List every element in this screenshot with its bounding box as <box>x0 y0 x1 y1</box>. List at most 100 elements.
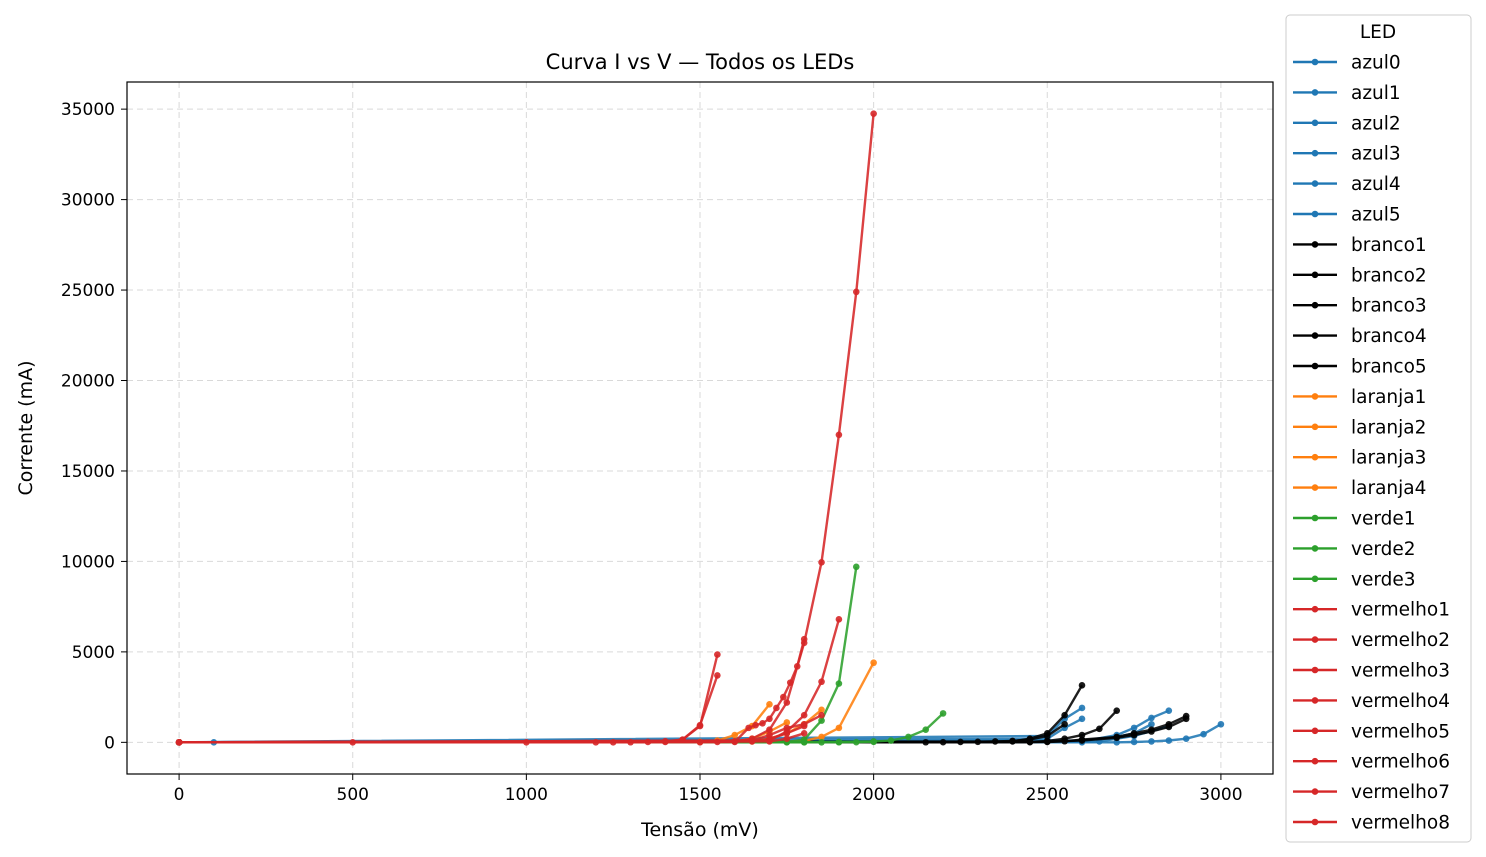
legend-label: azul5 <box>1351 205 1401 226</box>
data-point <box>1113 739 1121 746</box>
legend-label: branco4 <box>1351 326 1427 347</box>
data-point <box>800 722 808 730</box>
data-point <box>835 724 843 732</box>
data-point <box>905 733 912 741</box>
data-point <box>835 680 843 687</box>
data-point <box>783 735 791 743</box>
data-point <box>1182 735 1190 743</box>
legend-swatch-marker <box>1311 697 1319 704</box>
legend-label: laranja4 <box>1351 478 1426 499</box>
legend-item-azul5: azul5 <box>1293 205 1401 226</box>
data-point <box>766 738 773 745</box>
legend-swatch-marker <box>1311 301 1319 309</box>
data-point <box>1148 728 1155 735</box>
legend-label: laranja3 <box>1351 448 1426 469</box>
data-point <box>752 721 759 729</box>
legend-swatch-marker <box>1311 210 1319 218</box>
data-point <box>766 701 773 708</box>
legend-swatch-marker <box>1311 149 1319 157</box>
data-point <box>852 563 860 571</box>
legend-item-branco1: branco1 <box>1293 235 1427 256</box>
legend-item-branco4: branco4 <box>1293 326 1427 347</box>
legend-swatch-marker <box>1311 58 1319 66</box>
legend-swatch-marker <box>1311 727 1319 735</box>
data-point <box>818 739 825 746</box>
y-tick-label: 35000 <box>61 100 115 120</box>
y-axis-title: Corrente (mA) <box>15 360 37 495</box>
data-point <box>870 738 877 746</box>
legend-item-laranja3: laranja3 <box>1293 448 1426 469</box>
legend-label: verde3 <box>1351 569 1416 590</box>
data-point <box>1078 682 1086 689</box>
legend-label: vermelho1 <box>1351 600 1450 621</box>
data-point <box>800 729 808 737</box>
data-point <box>835 616 843 623</box>
legend-swatch-marker <box>1311 575 1319 583</box>
data-point <box>1078 715 1086 723</box>
legend-item-vermelho6: vermelho6 <box>1293 752 1450 773</box>
y-tick-label: 10000 <box>61 552 115 572</box>
legend-swatch-marker <box>1311 666 1319 674</box>
data-point <box>1096 725 1103 733</box>
data-point <box>870 110 877 117</box>
data-point <box>1130 731 1138 739</box>
legend-title: LED <box>1360 22 1396 43</box>
legend-label: vermelho6 <box>1351 752 1450 773</box>
y-tick-label: 30000 <box>61 191 115 211</box>
legend-item-verde2: verde2 <box>1293 539 1416 560</box>
legend-label: azul1 <box>1351 83 1401 104</box>
legend-swatch-marker <box>1311 119 1319 127</box>
data-point <box>1200 730 1207 738</box>
x-tick-label: 500 <box>337 785 369 805</box>
data-point <box>1113 707 1121 714</box>
data-point <box>773 704 780 712</box>
legend: LED azul0 azul1 azul2 azul3 azul4 azul5 branco… <box>1285 14 1472 843</box>
data-point <box>818 717 825 724</box>
data-point <box>1130 724 1138 732</box>
legend-item-branco3: branco3 <box>1293 296 1427 317</box>
data-point <box>852 288 860 296</box>
x-tick-label: 1500 <box>678 785 721 805</box>
legend-label: vermelho8 <box>1351 813 1450 834</box>
legend-swatch-marker <box>1311 89 1319 96</box>
legend-label: branco2 <box>1351 265 1427 286</box>
data-point <box>1165 737 1173 744</box>
legend-item-vermelho7: vermelho7 <box>1293 782 1450 803</box>
data-point <box>780 693 787 701</box>
data-point <box>766 715 773 723</box>
data-point <box>731 731 739 739</box>
data-point <box>175 739 183 746</box>
legend-swatch-marker <box>1311 271 1319 279</box>
data-point <box>1148 714 1155 722</box>
axis-ticks: 0 500 1000 1500 2000 2500 30000500010000150002… <box>61 100 1243 805</box>
data-point <box>696 721 704 729</box>
legend-item-branco2: branco2 <box>1293 265 1427 286</box>
legend-item-azul3: azul3 <box>1293 144 1401 165</box>
legend-swatch-marker <box>1311 393 1319 400</box>
legend-swatch-marker <box>1311 605 1319 613</box>
legend-label: azul0 <box>1351 53 1401 74</box>
data-point <box>1061 720 1068 728</box>
legend-label: branco5 <box>1351 357 1427 378</box>
legend-swatch-marker <box>1311 332 1319 339</box>
legend-swatch-marker <box>1311 423 1319 431</box>
series-lines <box>175 110 1225 746</box>
legend-swatch-marker <box>1311 818 1319 826</box>
legend-item-branco5: branco5 <box>1293 357 1427 378</box>
legend-swatch-marker <box>1311 636 1319 643</box>
x-axis-title: Tensão (mV) <box>640 819 759 841</box>
legend-items: azul0 azul1 azul2 azul3 azul4 azul5 branco1 bra… <box>1293 53 1450 834</box>
data-point <box>835 431 843 439</box>
legend-label: vermelho2 <box>1351 630 1450 651</box>
legend-label: laranja2 <box>1351 417 1426 438</box>
legend-label: verde2 <box>1351 539 1416 560</box>
data-point <box>1078 704 1086 712</box>
data-point <box>1130 738 1138 746</box>
y-tick-label: 0 <box>104 733 115 753</box>
legend-item-verde3: verde3 <box>1293 569 1416 590</box>
legend-item-azul1: azul1 <box>1293 83 1401 104</box>
legend-swatch-marker <box>1311 788 1319 795</box>
legend-item-azul2: azul2 <box>1293 113 1401 134</box>
legend-label: vermelho5 <box>1351 721 1450 742</box>
